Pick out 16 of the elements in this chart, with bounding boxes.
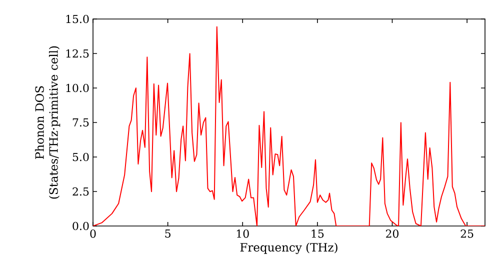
y-axis-title: Phonon DOS (States/THz·primitive cell) <box>34 46 60 199</box>
y-tick-label: 15.0 <box>66 14 89 24</box>
y-tick-label: 2.5 <box>72 187 89 196</box>
x-tick-label: 0 <box>90 230 96 238</box>
y-tick-label: 12.5 <box>66 49 89 58</box>
y-tick-label: 10.0 <box>66 84 89 92</box>
x-tick-label: 25 <box>460 230 474 238</box>
y-tick-label: 0.0 <box>72 222 89 230</box>
y-tick-label: 5.0 <box>72 152 89 162</box>
x-tick-label: 20 <box>386 230 398 238</box>
x-tick-label: 15 <box>312 230 324 238</box>
y-tick-label: 7.5 <box>72 118 89 127</box>
x-axis-title: Frequency (THz) <box>240 242 338 254</box>
line-series <box>93 26 485 226</box>
x-tick-label: 10 <box>236 230 249 238</box>
x-tick-label: 5 <box>165 230 170 238</box>
